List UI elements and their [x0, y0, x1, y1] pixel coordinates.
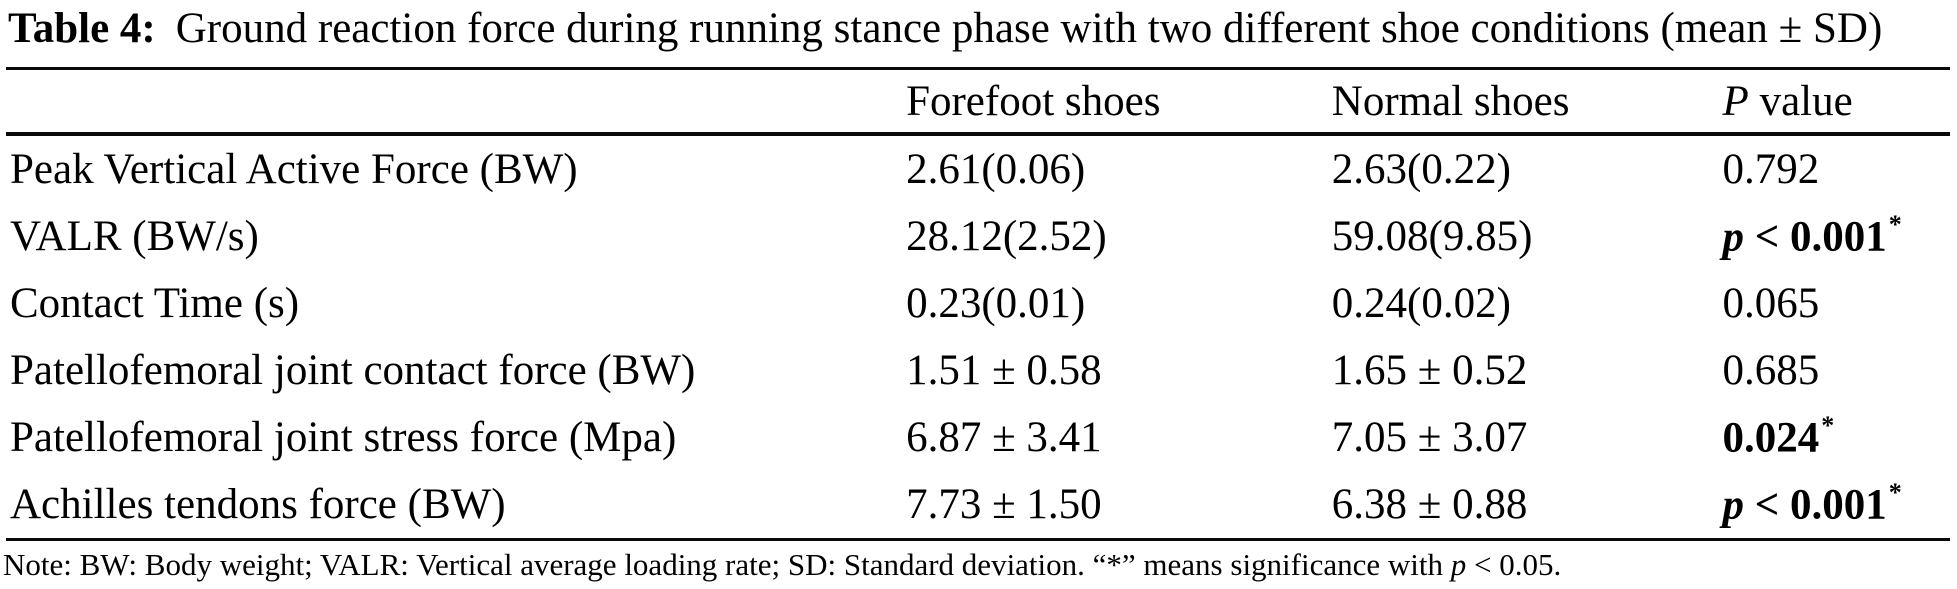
forefoot-value: 0.23(0.01) — [906, 280, 1086, 327]
forefoot-value: 28.12(2.52) — [906, 213, 1107, 260]
normal-value: 2.63(0.22) — [1331, 146, 1511, 193]
table-row: Patellofemoral joint contact force (BW) 1… — [6, 337, 1950, 404]
significance-asterisk: * — [1888, 477, 1902, 507]
p-value: p < 0.001* — [1722, 209, 1902, 261]
footnote-text-after: < 0.05. — [1466, 547, 1562, 582]
forefoot-value: 6.87 ± 3.41 — [906, 414, 1102, 461]
table-number-label: Table 4: — [8, 5, 156, 52]
metric-label: Peak Vertical Active Force (BW) — [10, 146, 578, 193]
normal-value: 0.24(0.02) — [1331, 280, 1511, 327]
normal-value: 7.05 ± 3.07 — [1331, 414, 1528, 461]
column-header-normal-shoes: Normal shoes — [1331, 68, 1723, 136]
p-value: 0.065 — [1722, 280, 1820, 327]
table-row: Contact Time (s) 0.23(0.01) 0.24(0.02) 0.06… — [6, 270, 1950, 337]
p-value-italic-letter: p — [1722, 213, 1745, 261]
ground-reaction-force-table: Forefoot shoes Normal shoes P value Peak V… — [6, 67, 1950, 541]
significance-asterisk: * — [1821, 410, 1835, 440]
table-header-row: Forefoot shoes Normal shoes P value — [6, 68, 1950, 136]
table-row: Patellofemoral joint stress force (Mpa) 6… — [6, 404, 1950, 471]
table-row: Achilles tendons force (BW) 7.73 ± 1.50 6.… — [6, 471, 1950, 540]
metric-label: Patellofemoral joint stress force (Mpa) — [10, 414, 677, 461]
forefoot-value: 1.51 ± 0.58 — [906, 347, 1102, 394]
p-value: 0.685 — [1722, 347, 1820, 394]
footnote-text-before: Note: BW: Body weight; VALR: Vertical av… — [3, 547, 1451, 582]
normal-value: 1.65 ± 0.52 — [1331, 347, 1528, 394]
normal-value: 59.08(9.85) — [1331, 213, 1533, 260]
p-value: 0.024* — [1722, 410, 1835, 462]
footnote-italic-p: p — [1450, 547, 1467, 582]
table-caption: Table 4: Ground reaction force during run… — [8, 0, 1882, 58]
p-value: p < 0.001* — [1722, 477, 1902, 529]
column-header-forefoot-shoes: Forefoot shoes — [906, 68, 1332, 136]
column-header-row-label — [6, 68, 907, 136]
table-body: Peak Vertical Active Force (BW) 2.61(0.06… — [6, 134, 1950, 540]
column-header-italic-letter: P — [1722, 77, 1749, 125]
metric-label: Achilles tendons force (BW) — [10, 481, 506, 528]
table-footnote: Note: BW: Body weight; VALR: Vertical av… — [3, 545, 1561, 585]
table-row: Peak Vertical Active Force (BW) 2.61(0.06… — [6, 134, 1950, 203]
p-value-italic-letter: p — [1722, 481, 1745, 529]
metric-label: Patellofemoral joint contact force (BW) — [10, 347, 696, 394]
significance-asterisk: * — [1888, 209, 1902, 239]
metric-label: Contact Time (s) — [10, 280, 300, 327]
forefoot-value: 7.73 ± 1.50 — [906, 481, 1102, 528]
normal-value: 6.38 ± 0.88 — [1331, 481, 1528, 528]
metric-label: VALR (BW/s) — [10, 213, 259, 260]
table-row: VALR (BW/s) 28.12(2.52) 59.08(9.85) p < 0.0… — [6, 203, 1950, 270]
forefoot-value: 2.61(0.06) — [906, 146, 1086, 193]
p-value: 0.792 — [1722, 146, 1820, 193]
table-caption-text: Ground reaction force during running sta… — [175, 5, 1883, 52]
column-header-p-value: P value — [1722, 68, 1950, 136]
